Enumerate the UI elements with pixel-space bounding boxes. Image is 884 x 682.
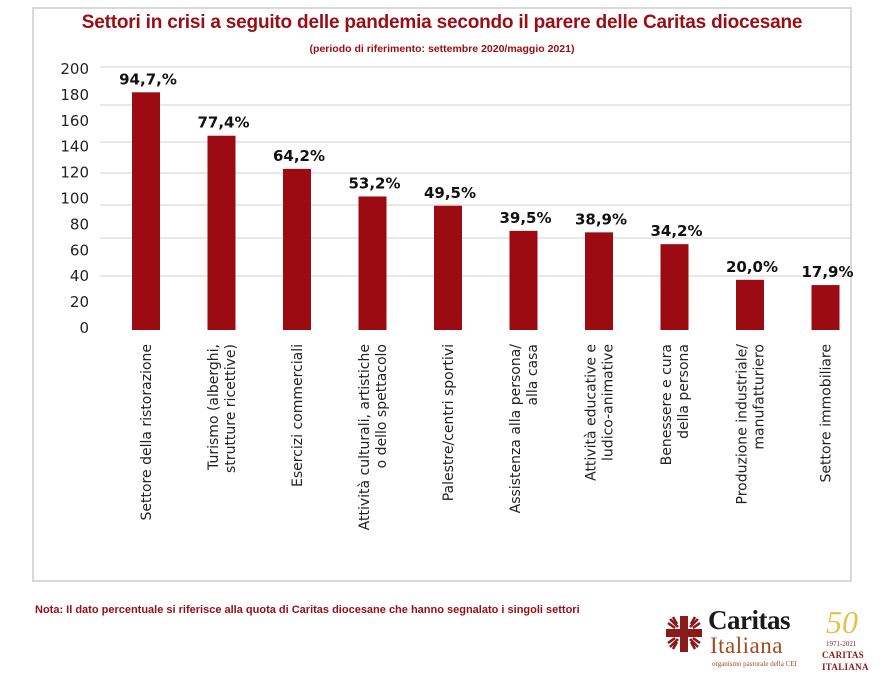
x-tick-label-line: alla casa [525, 344, 541, 406]
x-tick-label-line: Palestre/centri sportivi [441, 344, 457, 501]
bar [509, 230, 538, 330]
x-tick-label: Palestre/centri sportivi [441, 344, 457, 501]
footnote: Nota: Il dato percentuale si riferisce a… [35, 604, 580, 616]
data-label: 77,4% [197, 114, 249, 132]
x-tick-label-line: Settore immobiliare [819, 344, 835, 482]
data-label: 34,2% [650, 222, 702, 240]
chart-title: Settori in crisi a seguito delle pandemi… [81, 12, 803, 33]
x-tick-label: Esercizi commerciali [290, 344, 306, 487]
bar [585, 232, 613, 330]
x-tick-label-line: della persona [676, 344, 692, 439]
bar [736, 279, 764, 330]
x-tick-label-line: Turismo (alberghi, [206, 344, 222, 471]
bar [207, 135, 236, 330]
y-tick-label: 100 [60, 190, 89, 208]
y-tick-label: 200 [60, 60, 89, 78]
x-tick-label-line: ludico-animative [601, 344, 617, 461]
data-labels: 94,7,% 77,4% 64,2% 53,2% 49,5% 39,5% 38,9% 34,2… [119, 70, 853, 281]
x-tick-label-line: strutture ricettive) [223, 344, 239, 473]
chart-subtitle: (periodo di riferimento: settembre 2020/… [309, 43, 575, 55]
data-label: 17,9% [801, 263, 853, 281]
x-tick-label-line: Settore della ristorazione [139, 344, 155, 520]
bar [283, 168, 311, 330]
x-tick-label: Settore immobiliare [819, 344, 835, 482]
x-tick-label: Attività culturali, artistiche o dello sp… [357, 344, 390, 530]
logo-name-line1: Caritas [708, 605, 790, 635]
y-tick-label: 20 [70, 293, 89, 311]
caritas-logo: Caritas Italiana organismo pastorale del… [662, 606, 882, 680]
bar [811, 285, 840, 330]
y-tick-label: 140 [60, 138, 89, 156]
x-tick-label: Settore della ristorazione [139, 344, 155, 520]
anniversary-line1: CARITAS [822, 650, 864, 660]
anniversary-number: 50 [826, 604, 858, 640]
x-tick-label-line: Benessere e cura [659, 344, 675, 465]
bar [434, 205, 462, 330]
x-axis-labels: Settore della ristorazione Turismo (alber… [139, 344, 835, 531]
logo-name-line2: Italiana [710, 633, 783, 658]
y-tick-label: 160 [60, 112, 89, 130]
anniversary-line2: ITALIANA [822, 662, 869, 672]
y-tick-label: 120 [60, 164, 89, 182]
data-label: 49,5% [424, 184, 476, 202]
x-tick-label: Assistenza alla persona/alla casa [508, 344, 541, 514]
caritas-cross-icon [666, 616, 702, 652]
y-tick-label: 180 [60, 86, 89, 104]
data-label: 38,9% [575, 210, 627, 228]
x-tick-label-line: manufatturiero [752, 344, 768, 450]
x-tick-label: Turismo (alberghi, strutture ricettive) [206, 344, 239, 473]
bar [358, 196, 387, 330]
x-tick-label: Produzione industriale/manufatturiero [735, 344, 768, 505]
x-tick-label-line: Produzione industriale/ [735, 344, 751, 505]
x-tick-label-line: Attività educative e [584, 344, 600, 481]
data-label: 64,2% [273, 147, 325, 165]
bars [132, 92, 840, 330]
anniversary-logo: 50 1971-2021 CARITAS ITALIANA [822, 606, 882, 680]
y-tick-label: 0 [79, 319, 89, 337]
x-tick-label-line: Attività culturali, artistiche [357, 344, 373, 530]
x-tick-label-line: o dello spettacolo [374, 344, 390, 468]
y-tick-label: 40 [70, 267, 89, 285]
y-tick-label: 80 [70, 215, 89, 233]
logo-tagline: organismo pastorale della CEI [712, 660, 797, 668]
data-label: 39,5% [499, 209, 551, 227]
data-label: 53,2% [348, 174, 400, 192]
anniversary-years: 1971-2021 [826, 640, 857, 648]
data-label: 20,0% [726, 258, 778, 276]
x-tick-label: Benessere e cura della persona [659, 344, 692, 465]
bar [660, 244, 689, 330]
x-tick-label-line: Esercizi commerciali [290, 344, 306, 487]
y-tick-label: 60 [70, 241, 89, 259]
x-tick-label-line: Assistenza alla persona/ [508, 344, 524, 514]
data-label: 94,7,% [119, 70, 177, 88]
x-tick-label: Attività educative e ludico-animative [584, 344, 617, 481]
bar [132, 92, 160, 330]
